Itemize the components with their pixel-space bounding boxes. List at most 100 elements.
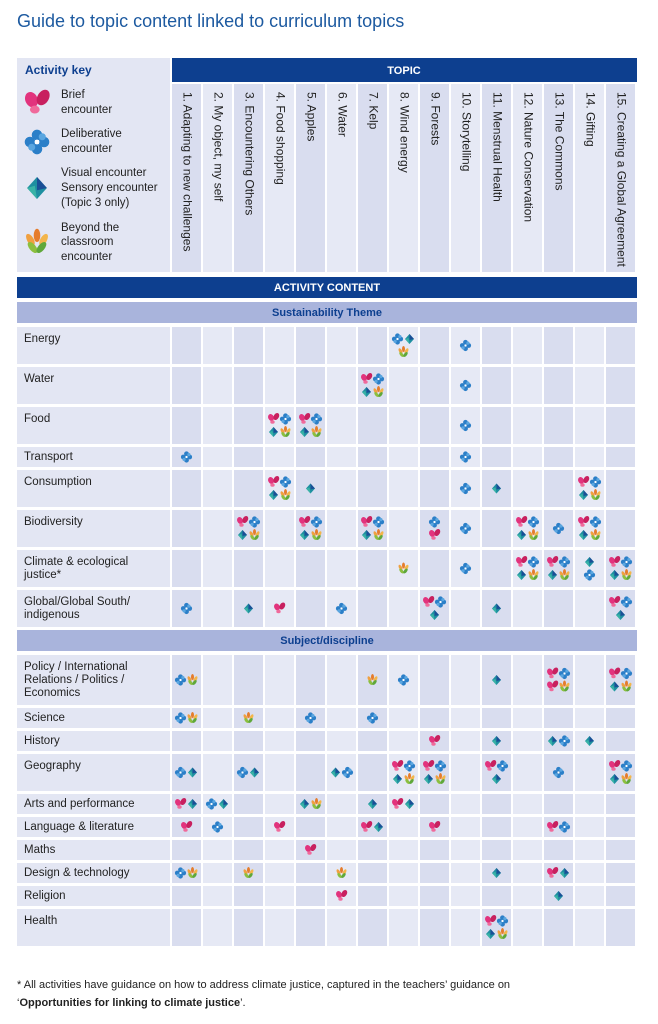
icon-part xyxy=(501,919,504,923)
cell xyxy=(327,794,356,814)
cell xyxy=(203,510,232,547)
icon-part xyxy=(563,569,566,575)
visual-icon xyxy=(579,530,588,540)
icon-part xyxy=(552,866,559,875)
icon-part xyxy=(337,873,342,878)
icon-part xyxy=(466,421,470,425)
visual-icon xyxy=(548,736,557,746)
icon-part xyxy=(496,675,501,681)
icon-part xyxy=(609,597,615,604)
icon-part xyxy=(614,681,619,688)
icon-part xyxy=(179,771,182,774)
icon-part xyxy=(242,530,247,536)
icon-part xyxy=(29,105,40,114)
icon-part xyxy=(565,682,570,689)
visual-icon xyxy=(585,557,594,567)
icon-part xyxy=(533,575,538,580)
icon-part xyxy=(614,774,619,780)
icon-part xyxy=(518,523,523,527)
brief-icon xyxy=(24,89,50,114)
icon-part xyxy=(588,573,591,577)
icon-part xyxy=(377,377,380,381)
brief-icon xyxy=(485,914,497,926)
icon-part xyxy=(176,873,180,877)
deliberative-icon xyxy=(459,419,472,432)
icon-part xyxy=(591,482,595,486)
icon-part xyxy=(492,487,497,494)
topic-cell xyxy=(389,84,418,272)
cell xyxy=(234,447,263,467)
cell xyxy=(575,550,604,587)
icon-part xyxy=(611,674,616,679)
icon-part xyxy=(594,480,597,484)
icon-part xyxy=(378,535,383,540)
cell xyxy=(296,731,325,751)
cell xyxy=(234,794,263,814)
cell xyxy=(172,407,201,444)
deliberative-icon xyxy=(403,760,416,772)
icon-part xyxy=(317,800,322,806)
cell xyxy=(575,754,604,791)
cell xyxy=(420,327,449,364)
topic-label: 14. Gifting xyxy=(583,92,597,147)
icon-part xyxy=(210,802,213,806)
icon-part xyxy=(187,604,191,608)
cell xyxy=(265,367,294,404)
row-label-cell xyxy=(17,510,170,547)
cell xyxy=(482,407,511,444)
icon-part xyxy=(403,352,408,357)
row-label-cell xyxy=(17,863,170,883)
cell xyxy=(513,590,542,627)
icon-part xyxy=(625,560,628,564)
cell xyxy=(575,909,604,946)
topic-label: 15. Creating a Global Agreement xyxy=(614,92,628,267)
icon-part xyxy=(583,475,590,484)
icon-part xyxy=(492,607,497,614)
brief-icon xyxy=(423,759,435,771)
cell xyxy=(203,863,232,883)
icon-part xyxy=(554,895,559,901)
brief-icon xyxy=(361,515,373,527)
cell xyxy=(606,407,635,444)
icon-part xyxy=(192,718,197,723)
icon-part xyxy=(373,531,378,537)
icon-part xyxy=(466,381,470,385)
icon-part xyxy=(591,522,595,526)
icon-part xyxy=(434,610,439,616)
visual-icon xyxy=(405,799,414,809)
brief-icon xyxy=(392,759,404,771)
cell xyxy=(606,817,635,837)
deliberative-icon xyxy=(459,482,472,495)
icon-part xyxy=(192,767,197,774)
icon-part xyxy=(565,669,569,673)
icon-part xyxy=(346,771,349,774)
icon-part xyxy=(317,531,322,537)
deliberative-icon xyxy=(279,476,292,488)
icon-part xyxy=(549,563,554,567)
icon-part xyxy=(627,669,631,673)
brief-icon xyxy=(336,889,348,901)
icon-part xyxy=(583,515,590,524)
icon-part xyxy=(239,523,244,527)
icon-part xyxy=(496,483,501,490)
icon-part xyxy=(424,778,429,784)
icon-part xyxy=(565,823,569,827)
cell xyxy=(606,840,635,860)
icon-part xyxy=(341,889,348,898)
icon-part xyxy=(466,341,470,345)
deliberative-icon xyxy=(552,766,565,779)
icon-part xyxy=(182,609,186,613)
icon-part xyxy=(394,767,399,771)
icon-part xyxy=(284,426,287,432)
visual-icon xyxy=(374,822,383,832)
topic-label: 12. Nature Conservation xyxy=(521,92,535,222)
cell xyxy=(203,754,232,791)
icon-part xyxy=(361,517,367,524)
icon-part xyxy=(182,457,186,461)
beyond-icon xyxy=(187,867,198,878)
cell xyxy=(296,909,325,946)
row-label: Geography xyxy=(24,760,81,772)
cell xyxy=(513,754,542,791)
icon-part xyxy=(399,352,404,357)
visual-icon xyxy=(244,603,253,614)
